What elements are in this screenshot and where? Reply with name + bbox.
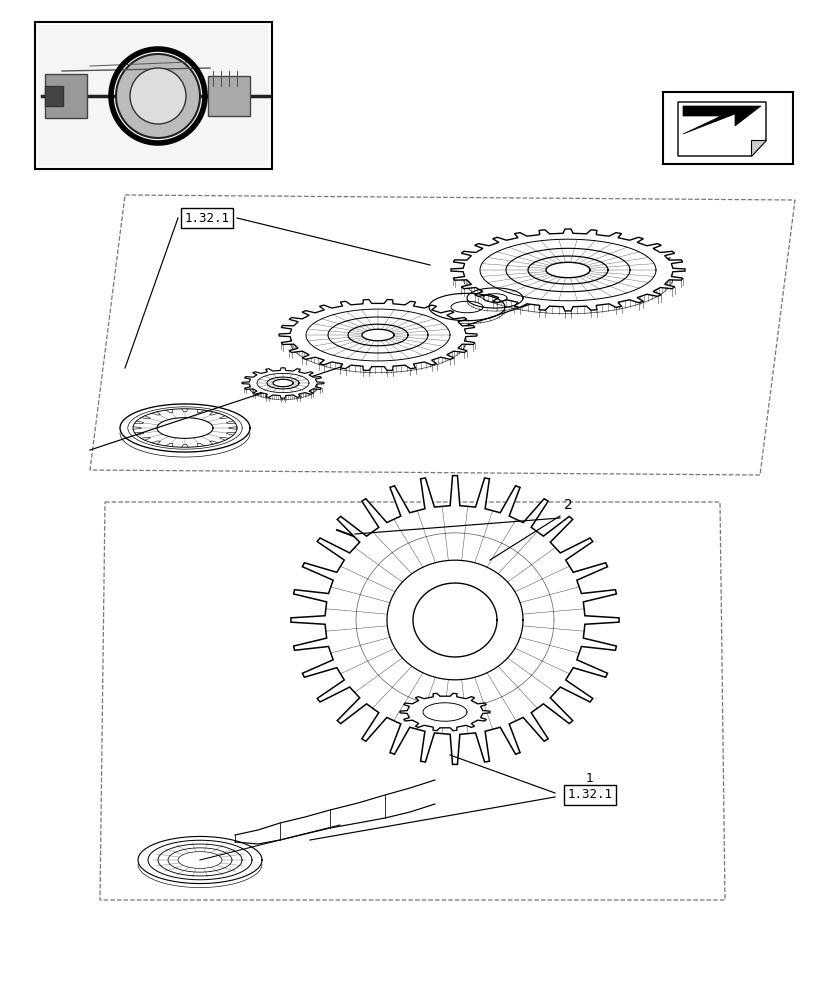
- Polygon shape: [677, 102, 765, 156]
- Polygon shape: [290, 476, 619, 764]
- Polygon shape: [451, 229, 684, 311]
- Circle shape: [130, 68, 186, 124]
- Text: 2: 2: [563, 498, 571, 512]
- Polygon shape: [279, 300, 476, 370]
- Bar: [45, 86, 63, 106]
- Polygon shape: [241, 368, 323, 398]
- Polygon shape: [399, 693, 490, 731]
- Bar: [45, 74, 87, 118]
- Text: 1: 1: [586, 772, 593, 784]
- Bar: [208, 76, 250, 116]
- Text: 1.32.1: 1.32.1: [184, 212, 229, 225]
- Bar: [38, 25, 269, 166]
- Bar: [35, 22, 272, 169]
- Polygon shape: [682, 106, 760, 134]
- Polygon shape: [750, 140, 765, 156]
- Circle shape: [116, 54, 200, 138]
- Bar: [662, 92, 792, 164]
- Text: 1.32.1: 1.32.1: [566, 788, 612, 801]
